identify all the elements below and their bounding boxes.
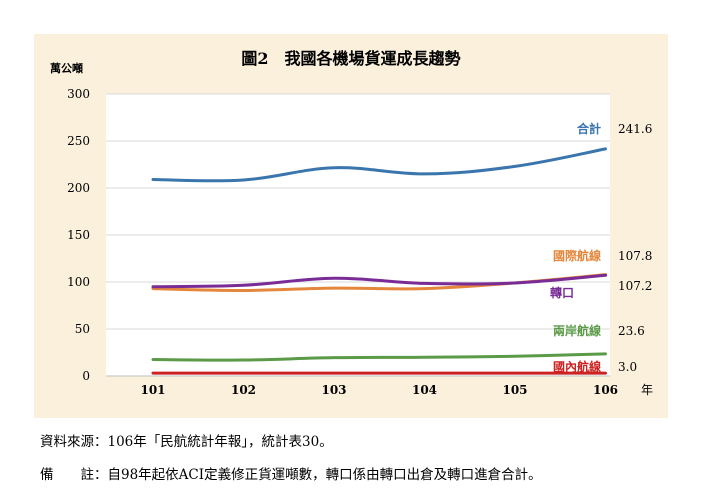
series-label: 合計 [577, 121, 601, 136]
series-line [151, 147, 607, 183]
x-tick-label: 105 [502, 383, 527, 397]
series-end-value: 241.6 [618, 122, 652, 136]
series-label: 國內航線 [553, 359, 601, 374]
y-tick-label: 100 [67, 275, 90, 289]
series-end-value: 107.2 [618, 279, 652, 293]
series-end-value: 107.8 [618, 249, 652, 263]
y-tick-label: 250 [67, 134, 90, 148]
y-tick-label: 200 [67, 181, 90, 195]
remark-note: 備 註：自98年起依ACI定義修正貨運噸數，轉口係由轉口出倉及轉口進倉合計。 [40, 467, 542, 483]
series-label: 國際航線 [553, 248, 601, 263]
x-tick-label: 104 [412, 383, 437, 397]
y-tick-label: 0 [82, 369, 90, 383]
y-tick-label: 50 [75, 322, 90, 336]
series-label: 兩岸航線 [553, 323, 601, 338]
series-end-value: 3.0 [618, 360, 637, 374]
y-axis-unit: 萬公噸 [50, 61, 83, 75]
x-tick-label: 106 [593, 383, 618, 397]
chart-title: 圖2 我國各機場貨運成長趨勢 [241, 49, 460, 68]
x-axis-unit: 年 [641, 383, 653, 397]
series-label: 轉口 [550, 285, 574, 300]
series-end-value: 23.6 [618, 324, 645, 338]
series-line [151, 273, 607, 289]
y-tick-label: 300 [67, 87, 90, 101]
y-tick-label: 150 [67, 228, 90, 242]
chart-panel: 圖2 我國各機場貨運成長趨勢萬公噸 0 50 100 150 200 250 300 101 10… [34, 34, 668, 418]
x-tick-label: 101 [140, 383, 165, 397]
x-tick-label: 102 [231, 383, 256, 397]
x-tick-label: 103 [321, 383, 346, 397]
source-note: 資料來源：106年「民航統計年報」，統計表30。 [40, 434, 333, 450]
series-line [151, 352, 607, 362]
